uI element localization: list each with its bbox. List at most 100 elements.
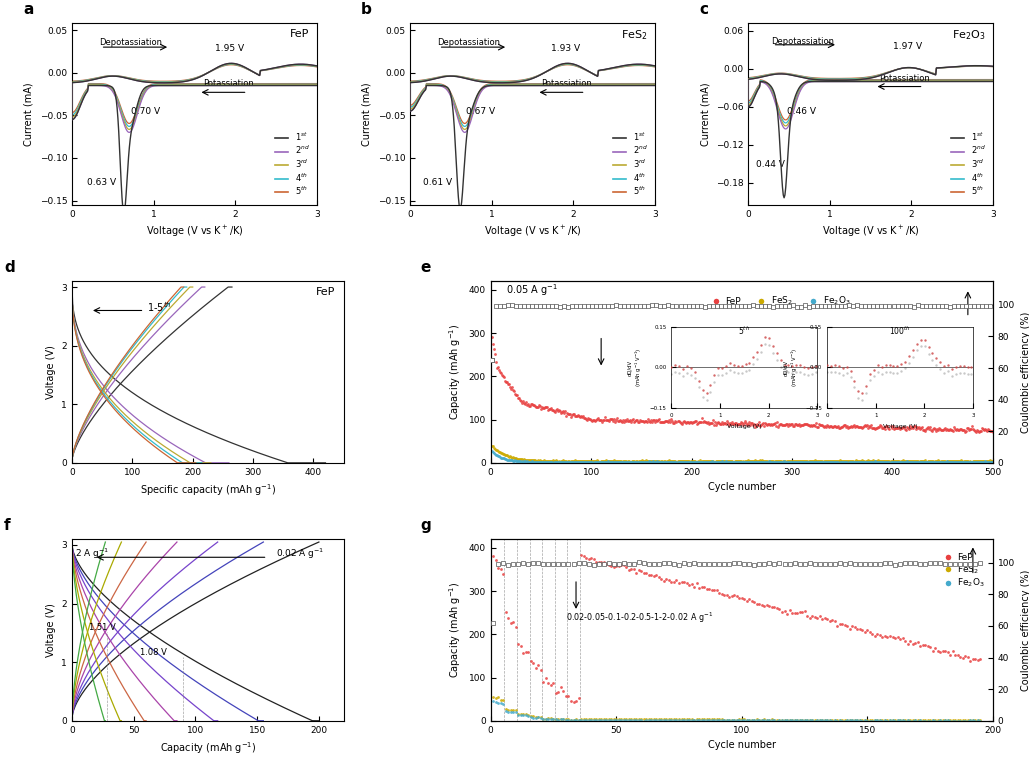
Point xyxy=(531,399,547,412)
Point xyxy=(586,414,602,426)
Point xyxy=(603,455,619,467)
Point xyxy=(819,455,836,467)
Point xyxy=(592,413,608,425)
Point xyxy=(708,456,724,468)
Text: FeS$_2$: FeS$_2$ xyxy=(622,29,647,43)
Point xyxy=(899,456,916,468)
Point xyxy=(664,456,680,468)
Point xyxy=(484,331,500,343)
Point xyxy=(485,549,501,562)
Point xyxy=(726,417,743,429)
Point xyxy=(880,456,896,468)
Point xyxy=(695,456,711,468)
Point xyxy=(610,415,627,428)
Point xyxy=(708,455,724,467)
Point xyxy=(772,455,788,467)
Point xyxy=(878,454,894,467)
Point xyxy=(578,552,595,564)
Point xyxy=(525,557,541,570)
Point xyxy=(636,567,652,579)
Point xyxy=(547,687,564,699)
Point xyxy=(956,456,972,468)
Point xyxy=(842,715,858,727)
Point xyxy=(966,425,983,437)
Point xyxy=(565,695,581,708)
Point xyxy=(822,456,839,468)
Point xyxy=(899,422,916,434)
Point xyxy=(967,714,984,726)
Point xyxy=(956,424,972,436)
Point xyxy=(938,422,955,435)
Point xyxy=(507,621,524,633)
Point xyxy=(648,414,665,426)
Point xyxy=(596,556,612,568)
Point xyxy=(861,626,878,639)
Point xyxy=(877,557,893,570)
Text: 0.61 V: 0.61 V xyxy=(423,178,452,188)
Point xyxy=(812,610,828,622)
Point xyxy=(707,416,723,429)
Point xyxy=(693,415,709,428)
Point xyxy=(852,715,868,727)
Point xyxy=(608,714,625,726)
Point xyxy=(737,455,753,467)
Point xyxy=(655,575,672,587)
Point xyxy=(620,713,637,725)
Point xyxy=(857,419,874,432)
Point xyxy=(557,455,573,467)
Point xyxy=(772,603,788,615)
Point xyxy=(535,676,552,688)
Point xyxy=(493,367,509,379)
Point xyxy=(724,456,741,468)
Point xyxy=(548,455,565,467)
Point xyxy=(906,420,922,432)
Point xyxy=(782,418,799,431)
Point xyxy=(591,556,607,568)
Point xyxy=(560,408,576,420)
Point xyxy=(728,456,744,468)
Point xyxy=(972,557,989,570)
Point xyxy=(564,408,580,421)
Point xyxy=(792,455,809,467)
Point xyxy=(835,618,851,630)
Point xyxy=(705,455,721,467)
Point xyxy=(753,598,770,611)
Point xyxy=(606,456,623,468)
Point xyxy=(909,421,925,433)
Point xyxy=(598,558,614,570)
Point xyxy=(615,559,632,571)
Point xyxy=(766,418,782,430)
Point xyxy=(901,557,918,570)
Point xyxy=(958,456,974,468)
Point xyxy=(559,406,575,419)
Point xyxy=(529,401,545,413)
Point xyxy=(498,453,514,466)
Point xyxy=(899,638,916,650)
Text: 0.46 V: 0.46 V xyxy=(787,108,816,116)
Point xyxy=(789,419,806,432)
Point xyxy=(829,421,846,433)
Point xyxy=(980,456,996,468)
Point xyxy=(524,455,540,467)
Point xyxy=(967,456,984,468)
Point xyxy=(982,454,998,467)
Point xyxy=(746,456,762,468)
Point xyxy=(516,300,532,312)
Point xyxy=(964,422,981,435)
Point xyxy=(699,456,715,468)
Point xyxy=(844,714,860,726)
Point xyxy=(619,412,636,425)
Point xyxy=(583,455,600,467)
Point xyxy=(486,442,502,454)
Point xyxy=(950,300,966,312)
Point xyxy=(593,556,609,568)
Point xyxy=(493,697,509,709)
Point xyxy=(853,456,870,468)
Point xyxy=(913,455,929,467)
Point xyxy=(832,422,849,434)
Point xyxy=(552,456,568,468)
Point xyxy=(793,418,810,431)
Point xyxy=(812,715,828,727)
Point xyxy=(926,455,943,467)
Point xyxy=(801,301,817,313)
